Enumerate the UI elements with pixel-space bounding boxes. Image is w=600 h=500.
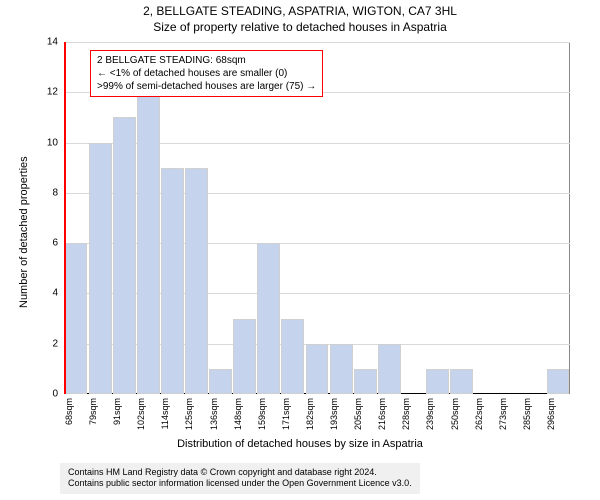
- histogram-bar: [113, 117, 136, 394]
- xtick-label: 239sqm: [425, 398, 435, 430]
- axis-spine-right: [569, 42, 570, 394]
- histogram-bar: [378, 344, 401, 394]
- chart-title-line2: Size of property relative to detached ho…: [0, 20, 600, 34]
- histogram-bar: [330, 344, 353, 394]
- attribution-text: Contains HM Land Registry data © Crown c…: [60, 463, 420, 494]
- xtick-label: 250sqm: [450, 398, 460, 430]
- histogram-bar: [209, 369, 232, 394]
- histogram-bar: [450, 369, 473, 394]
- xtick-label: 125sqm: [184, 398, 194, 430]
- xtick-label: 171sqm: [281, 398, 291, 430]
- gridline-y: [64, 42, 570, 43]
- attribution-line: Contains public sector information licen…: [68, 478, 412, 490]
- xtick-label: 296sqm: [546, 398, 556, 430]
- histogram-bar: [89, 143, 112, 394]
- histogram-bar: [354, 369, 377, 394]
- annotation-line: >99% of semi-detached houses are larger …: [97, 80, 316, 93]
- ytick-label: 6: [52, 238, 58, 249]
- y-axis-label: Number of detached properties: [18, 156, 30, 308]
- ytick-label: 0: [52, 389, 58, 400]
- histogram-bar: [426, 369, 449, 394]
- xtick-label: 273sqm: [498, 398, 508, 430]
- xtick-label: 159sqm: [257, 398, 267, 430]
- histogram-bar: [65, 243, 88, 394]
- ytick-label: 8: [52, 187, 58, 198]
- histogram-bar: [161, 168, 184, 394]
- histogram-bar: [185, 168, 208, 394]
- xtick-label: 68sqm: [64, 398, 74, 425]
- xtick-label: 182sqm: [305, 398, 315, 430]
- xtick-label: 262sqm: [474, 398, 484, 430]
- histogram-bar: [547, 369, 570, 394]
- attribution-line: Contains HM Land Registry data © Crown c…: [68, 467, 412, 479]
- histogram-bar: [306, 344, 329, 394]
- xtick-label: 102sqm: [136, 398, 146, 430]
- x-axis-label: Distribution of detached houses by size …: [0, 438, 600, 450]
- ytick-label: 12: [47, 87, 58, 98]
- annotation-line: 2 BELLGATE STEADING: 68sqm: [97, 54, 316, 67]
- ytick-label: 4: [52, 288, 58, 299]
- ytick-label: 14: [47, 37, 58, 48]
- xtick-label: 79sqm: [88, 398, 98, 425]
- xtick-label: 285sqm: [522, 398, 532, 430]
- xtick-label: 228sqm: [401, 398, 411, 430]
- ytick-label: 2: [52, 338, 58, 349]
- histogram-bar: [281, 319, 304, 394]
- histogram-bar: [137, 92, 160, 394]
- xtick-label: 205sqm: [353, 398, 363, 430]
- xtick-label: 216sqm: [377, 398, 387, 430]
- xtick-label: 148sqm: [233, 398, 243, 430]
- xtick-label: 114sqm: [160, 398, 170, 429]
- chart-title-line1: 2, BELLGATE STEADING, ASPATRIA, WIGTON, …: [0, 4, 600, 18]
- xtick-label: 91sqm: [112, 398, 122, 425]
- histogram-bar: [257, 243, 280, 394]
- xtick-label: 193sqm: [329, 398, 339, 430]
- ytick-label: 10: [47, 137, 58, 148]
- xtick-label: 136sqm: [209, 398, 219, 430]
- annotation-line: ← <1% of detached houses are smaller (0): [97, 67, 316, 80]
- annotation-callout: 2 BELLGATE STEADING: 68sqm← <1% of detac…: [90, 50, 323, 97]
- histogram-bar: [233, 319, 256, 394]
- subject-property-line: [64, 42, 66, 394]
